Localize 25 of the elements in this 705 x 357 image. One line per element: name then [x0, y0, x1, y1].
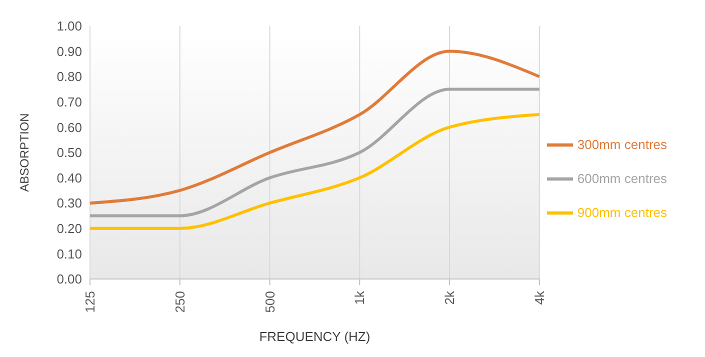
legend-label: 600mm centres [577, 170, 667, 186]
y-tick-label: 0.00 [56, 272, 82, 287]
y-tick-label: 0.70 [56, 94, 82, 110]
line-series [88, 88, 541, 218]
y-tick-label: 1.00 [56, 18, 82, 34]
y-tick-label: 0.40 [56, 170, 82, 186]
y-tick-label: 0.90 [56, 44, 82, 59]
y-tick-label: 0.50 [56, 145, 82, 160]
legend-label: 900mm centres [577, 204, 667, 220]
legend-label: 300mm centres [577, 136, 667, 152]
line-series [88, 50, 541, 205]
x-tick-label: 500 [262, 291, 278, 313]
line-series [88, 113, 541, 230]
x-axis-title: FREQUENCY (HZ) [259, 329, 370, 344]
x-tick-label: 2k [442, 290, 458, 305]
y-tick-label: 0.10 [56, 246, 82, 262]
y-axis-title: ABSORPTION [17, 113, 32, 192]
y-tick-label: 0.60 [56, 120, 82, 135]
y-tick-label: 0.20 [56, 221, 82, 236]
x-tick-label: 250 [172, 291, 188, 313]
y-tick-label: 0.80 [56, 69, 82, 84]
y-tick-label: 0.30 [56, 196, 82, 211]
x-tick-label: 1k [352, 290, 368, 305]
x-tick-label: 125 [82, 291, 98, 313]
x-tick-label: 4k [532, 290, 547, 305]
